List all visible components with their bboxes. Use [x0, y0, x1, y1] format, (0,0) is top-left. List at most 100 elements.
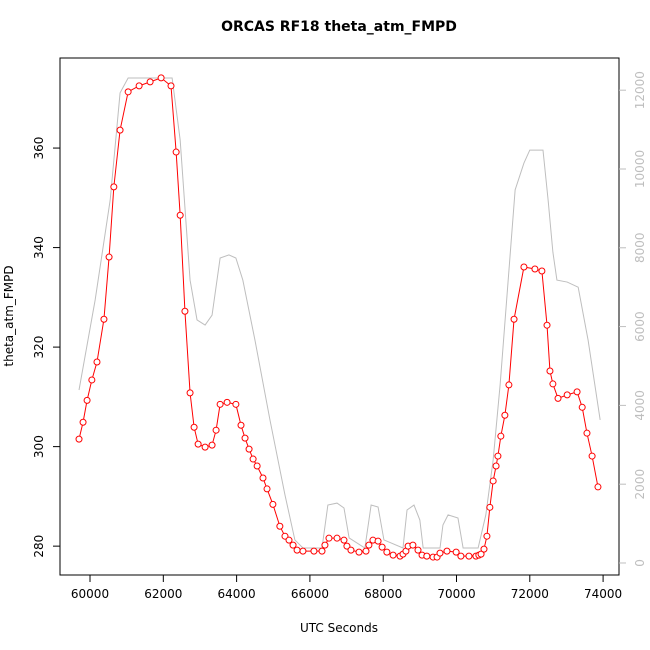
data-point — [443, 547, 451, 555]
data-point — [483, 532, 491, 540]
data-point — [588, 452, 596, 460]
data-point — [321, 541, 329, 549]
data-point — [492, 462, 500, 470]
data-point — [583, 429, 591, 437]
x-tick-label: 70000 — [437, 587, 475, 601]
data-point — [531, 265, 539, 273]
data-point — [333, 534, 341, 542]
x-axis-label: UTC Seconds — [300, 621, 378, 635]
data-point — [520, 263, 528, 271]
data-point — [83, 396, 91, 404]
data-point — [181, 307, 189, 315]
data-point — [269, 500, 277, 508]
data-point — [276, 522, 284, 530]
data-point — [79, 418, 87, 426]
data-point — [263, 485, 271, 493]
data-point — [465, 552, 473, 560]
plot-frame — [59, 57, 620, 576]
data-point — [436, 549, 444, 557]
data-point — [355, 548, 363, 556]
data-point — [486, 503, 494, 511]
data-point — [365, 541, 373, 549]
data-point — [167, 82, 175, 90]
data-point — [310, 547, 318, 555]
data-point — [100, 315, 108, 323]
y2-tick-label: 6000 — [633, 311, 647, 342]
y-tick-label: 320 — [32, 336, 46, 359]
data-point — [340, 536, 348, 544]
data-point — [383, 548, 391, 556]
data-point — [212, 426, 220, 434]
x-tick-label: 74000 — [584, 587, 622, 601]
data-point — [414, 546, 422, 554]
data-point — [245, 445, 253, 453]
data-point — [190, 423, 198, 431]
data-point — [201, 443, 209, 451]
data-point — [423, 552, 431, 560]
y2-tick-label: 0 — [633, 559, 647, 567]
data-point — [194, 440, 202, 448]
data-point — [241, 434, 249, 442]
data-point — [208, 441, 216, 449]
data-point — [299, 547, 307, 555]
data-point — [489, 477, 497, 485]
y-tick-label: 280 — [32, 535, 46, 558]
data-point — [75, 435, 83, 443]
data-point — [389, 551, 397, 559]
data-point — [124, 88, 132, 96]
data-point — [362, 547, 370, 555]
data-point — [452, 548, 460, 556]
y-tick-label: 300 — [32, 435, 46, 458]
data-point — [105, 253, 113, 261]
data-point — [289, 541, 297, 549]
data-point — [172, 148, 180, 156]
data-point — [477, 550, 485, 558]
data-point — [253, 462, 261, 470]
data-point — [135, 82, 143, 90]
data-point — [538, 267, 546, 275]
data-point — [116, 126, 124, 134]
data-point — [378, 543, 386, 551]
y-axis-label: theta_atm_FMPD — [2, 265, 16, 366]
data-point — [578, 403, 586, 411]
x-tick-label: 66000 — [291, 587, 329, 601]
data-point — [343, 542, 351, 550]
data-point — [216, 400, 224, 408]
y2-tick-label: 8000 — [633, 233, 647, 264]
data-point — [281, 532, 289, 540]
data-point — [549, 380, 557, 388]
data-point — [497, 432, 505, 440]
data-point — [93, 358, 101, 366]
data-point — [318, 547, 326, 555]
data-point — [457, 552, 465, 560]
data-point — [594, 483, 602, 491]
data-point — [325, 534, 333, 542]
data-point — [501, 411, 509, 419]
y-tick-label: 340 — [32, 236, 46, 259]
y2-tick-label: 10000 — [633, 150, 647, 188]
series-line — [78, 77, 601, 549]
x-tick-label: 72000 — [511, 587, 549, 601]
data-point — [494, 452, 502, 460]
data-point — [249, 455, 257, 463]
data-point — [223, 398, 231, 406]
y2-tick-label: 12000 — [633, 71, 647, 109]
data-point — [186, 389, 194, 397]
data-point — [88, 376, 96, 384]
x-tick-label: 62000 — [144, 587, 182, 601]
data-point — [510, 315, 518, 323]
data-point — [543, 321, 551, 329]
data-point — [285, 536, 293, 544]
data-point — [157, 74, 165, 82]
data-point — [176, 211, 184, 219]
data-point — [110, 183, 118, 191]
y2-tick-label: 2000 — [633, 469, 647, 500]
y2-tick-label: 4000 — [633, 390, 647, 421]
data-point — [546, 367, 554, 375]
x-tick-label: 68000 — [364, 587, 402, 601]
data-point — [409, 541, 417, 549]
data-point — [293, 546, 301, 554]
data-point — [347, 546, 355, 554]
